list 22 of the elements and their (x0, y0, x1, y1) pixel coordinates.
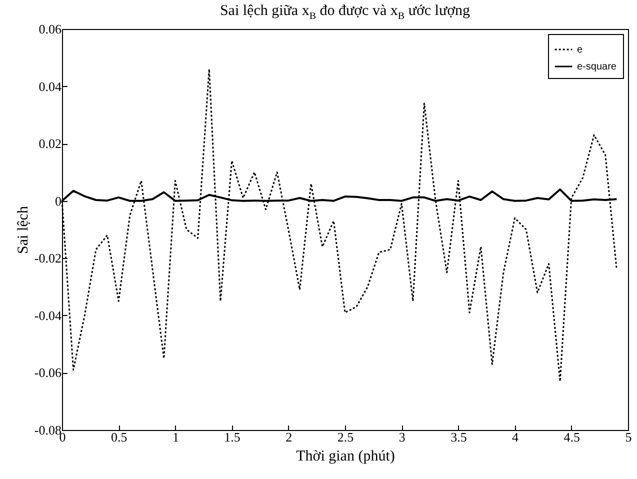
y-tick-label: 0.06 (38, 22, 62, 36)
y-tick-label: -0.06 (34, 365, 62, 380)
chart-title: Sai lệch giữa x$_{B}$ đo được và x$_{B}$ ước lượng (218, 3, 472, 22)
x-tick-label: 1 (172, 430, 179, 444)
x-tick-label: 2 (286, 430, 292, 444)
x-tick-label: 3.5 (450, 430, 467, 444)
x-tick-label: 3 (398, 430, 406, 444)
y-axis-title: Sai lệch (15, 206, 32, 254)
y-tick-label: 0.02 (38, 136, 62, 152)
legend-label: e-square (577, 62, 617, 72)
y-tick-label: 0 (55, 193, 62, 208)
x-tick-label: 4.5 (564, 430, 580, 444)
x-tick-label: 2.5 (337, 430, 354, 444)
x-tick-label: 1.5 (224, 430, 240, 444)
x-tick-label: 4 (512, 430, 520, 444)
legend-label: e (577, 44, 583, 56)
x-tick-label: 5 (625, 430, 632, 444)
x-tick-label: 0.5 (110, 430, 128, 444)
x-axis-title: Thời gian (phút) (296, 448, 395, 464)
y-tick-label: 0.04 (38, 78, 62, 94)
y-tick-label: -0.04 (34, 308, 62, 323)
y-tick-label: -0.02 (34, 250, 62, 266)
